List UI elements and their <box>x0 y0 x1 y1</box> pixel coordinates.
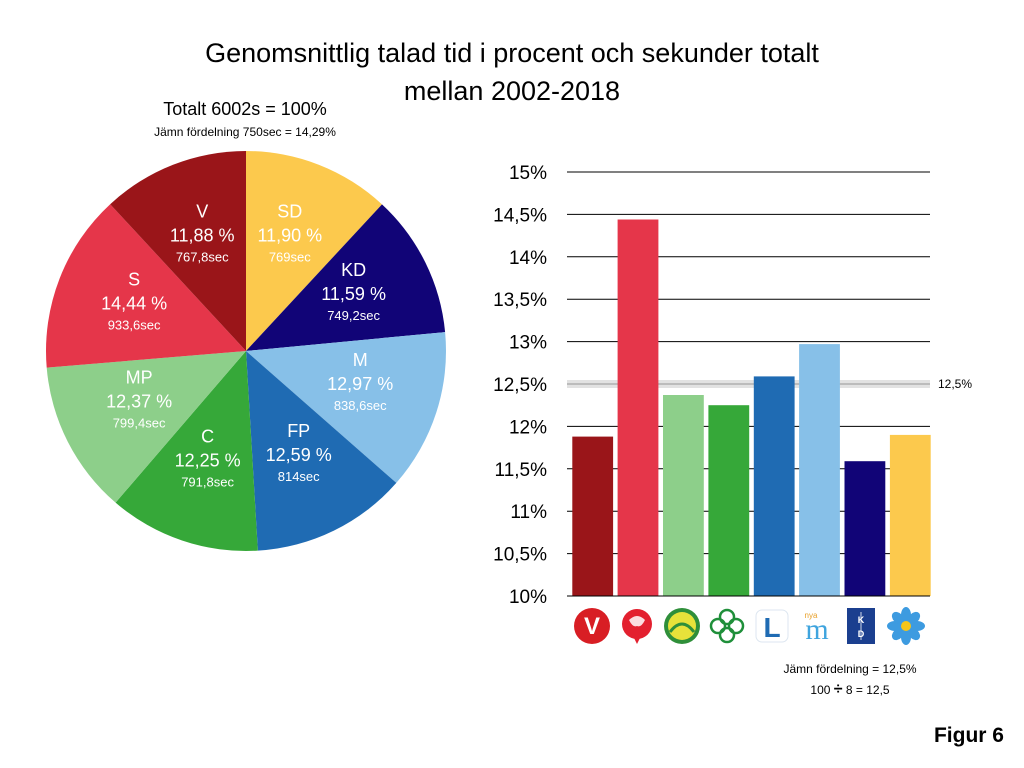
m-logo-icon: nya m <box>797 606 837 646</box>
v-logo-text: V <box>584 613 600 640</box>
pie-label-percent-kd: 11,59 % <box>321 284 386 304</box>
bar-m <box>799 344 840 596</box>
pie-label-seconds-m: 838,6sec <box>334 398 387 413</box>
chart-title: Genomsnittlig talad tid i procent och se… <box>0 34 1024 110</box>
pie-label-party-kd: KD <box>341 260 366 280</box>
bar-mp <box>663 395 704 596</box>
pie-label-party-m: M <box>353 350 368 370</box>
kd-logo-icon: K D <box>841 606 881 646</box>
pie-label-party-v: V <box>196 201 208 221</box>
pie-label-seconds-c: 791,8sec <box>181 475 234 490</box>
c-clover-icon <box>707 606 747 646</box>
pie-label-percent-mp: 12,37 % <box>106 392 172 412</box>
kd-logo-bottom-text: D <box>858 629 865 639</box>
pie-label-seconds-v: 767,8sec <box>176 249 229 264</box>
y-tick-label: 12,5% <box>493 375 547 396</box>
pie-label-percent-fp: 12,59 % <box>266 445 332 465</box>
pie-slice-s <box>45 204 247 368</box>
pie-label-percent-sd: 11,90 % <box>257 225 322 245</box>
bar-note-division-sign: ÷ <box>833 681 843 698</box>
y-tick-label: 14,5% <box>493 205 547 226</box>
pie-label-percent-c: 12,25 % <box>175 451 241 471</box>
pie-label-percent-m: 12,97 % <box>327 374 393 394</box>
pie-label-party-mp: MP <box>126 368 153 388</box>
bar-c <box>708 405 750 596</box>
bar-note-line2-b: 8 = 12,5 <box>845 683 890 697</box>
reference-line-label: 12,5% <box>938 377 972 391</box>
pie-slice-kd <box>246 204 446 351</box>
bar-s <box>617 219 659 596</box>
pie-slice-c <box>115 351 258 552</box>
bar-kd <box>844 461 886 596</box>
pie-note: Jämn fördelning 750sec = 14,29% <box>154 125 336 139</box>
pie-label-party-sd: SD <box>277 201 302 221</box>
chart-title-line1: Genomsnittlig talad tid i procent och se… <box>205 38 819 68</box>
pie-label-seconds-s: 933,6sec <box>108 318 161 333</box>
m-logo-small-text: nya <box>805 611 818 620</box>
sd-flower-icon <box>886 606 926 646</box>
figure-label: Figur 6 <box>933 724 1004 747</box>
m-logo-text: m <box>805 613 828 646</box>
y-tick-label: 10% <box>509 587 547 608</box>
bar-note-line2: 100 ÷ 8 = 12,5 <box>730 681 970 699</box>
pie-slice-v <box>110 151 247 351</box>
bar-v <box>572 436 614 596</box>
y-tick-label: 11,5% <box>495 460 548 481</box>
mp-dandelion-icon <box>662 606 702 646</box>
bar-chart: 15% 14,5% 14% 13,5% 13% 12,5% 12% 11,5% 11% 10,5%… <box>493 163 972 608</box>
kd-logo-top-text: K <box>858 615 865 625</box>
pie-label-seconds-sd: 769sec <box>269 249 311 264</box>
s-rose-icon <box>617 606 657 646</box>
pie-label-percent-s: 14,44 % <box>101 294 167 314</box>
y-tick-label: 13% <box>509 333 547 354</box>
y-tick-label: 15% <box>509 163 547 184</box>
bar-l <box>753 376 795 596</box>
pie-label-party-fp: FP <box>287 421 310 441</box>
pie-label-seconds-mp: 799,4sec <box>113 416 166 431</box>
reference-line-band <box>567 380 930 388</box>
pie-slice-fp <box>246 351 397 551</box>
pie-slice-sd <box>246 151 382 351</box>
bar-sd <box>889 434 931 596</box>
y-tick-label: 10,5% <box>493 545 547 566</box>
y-tick-label: 12% <box>509 417 547 438</box>
l-logo-text: L <box>763 612 780 643</box>
bar-note-line2-a: 100 <box>810 683 831 697</box>
pie-label-percent-v: 11,88 % <box>170 225 235 245</box>
y-tick-label: 11% <box>510 502 547 523</box>
chart-title-line2: mellan 2002-2018 <box>403 76 621 106</box>
l-logo-icon: L <box>752 606 792 646</box>
pie-subtitle: Totalt 6002s = 100% <box>163 99 327 119</box>
pie-label-seconds-kd: 749,2sec <box>327 308 380 323</box>
pie-chart: SD 11,90 % 769sec KD 11,59 % 749,2sec M 12,97 %… <box>45 151 446 552</box>
pie-label-seconds-fp: 814sec <box>278 469 320 484</box>
y-tick-label: 13,5% <box>493 290 547 311</box>
y-tick-label: 14% <box>509 248 547 269</box>
pie-label-party-s: S <box>128 270 140 290</box>
v-logo-icon: V <box>572 606 612 646</box>
pie-slice-mp <box>46 351 246 503</box>
pie-label-party-c: C <box>201 427 214 447</box>
pie-slice-m <box>246 332 446 483</box>
bar-note-line1: Jämn fördelning = 12,5% <box>783 662 917 676</box>
